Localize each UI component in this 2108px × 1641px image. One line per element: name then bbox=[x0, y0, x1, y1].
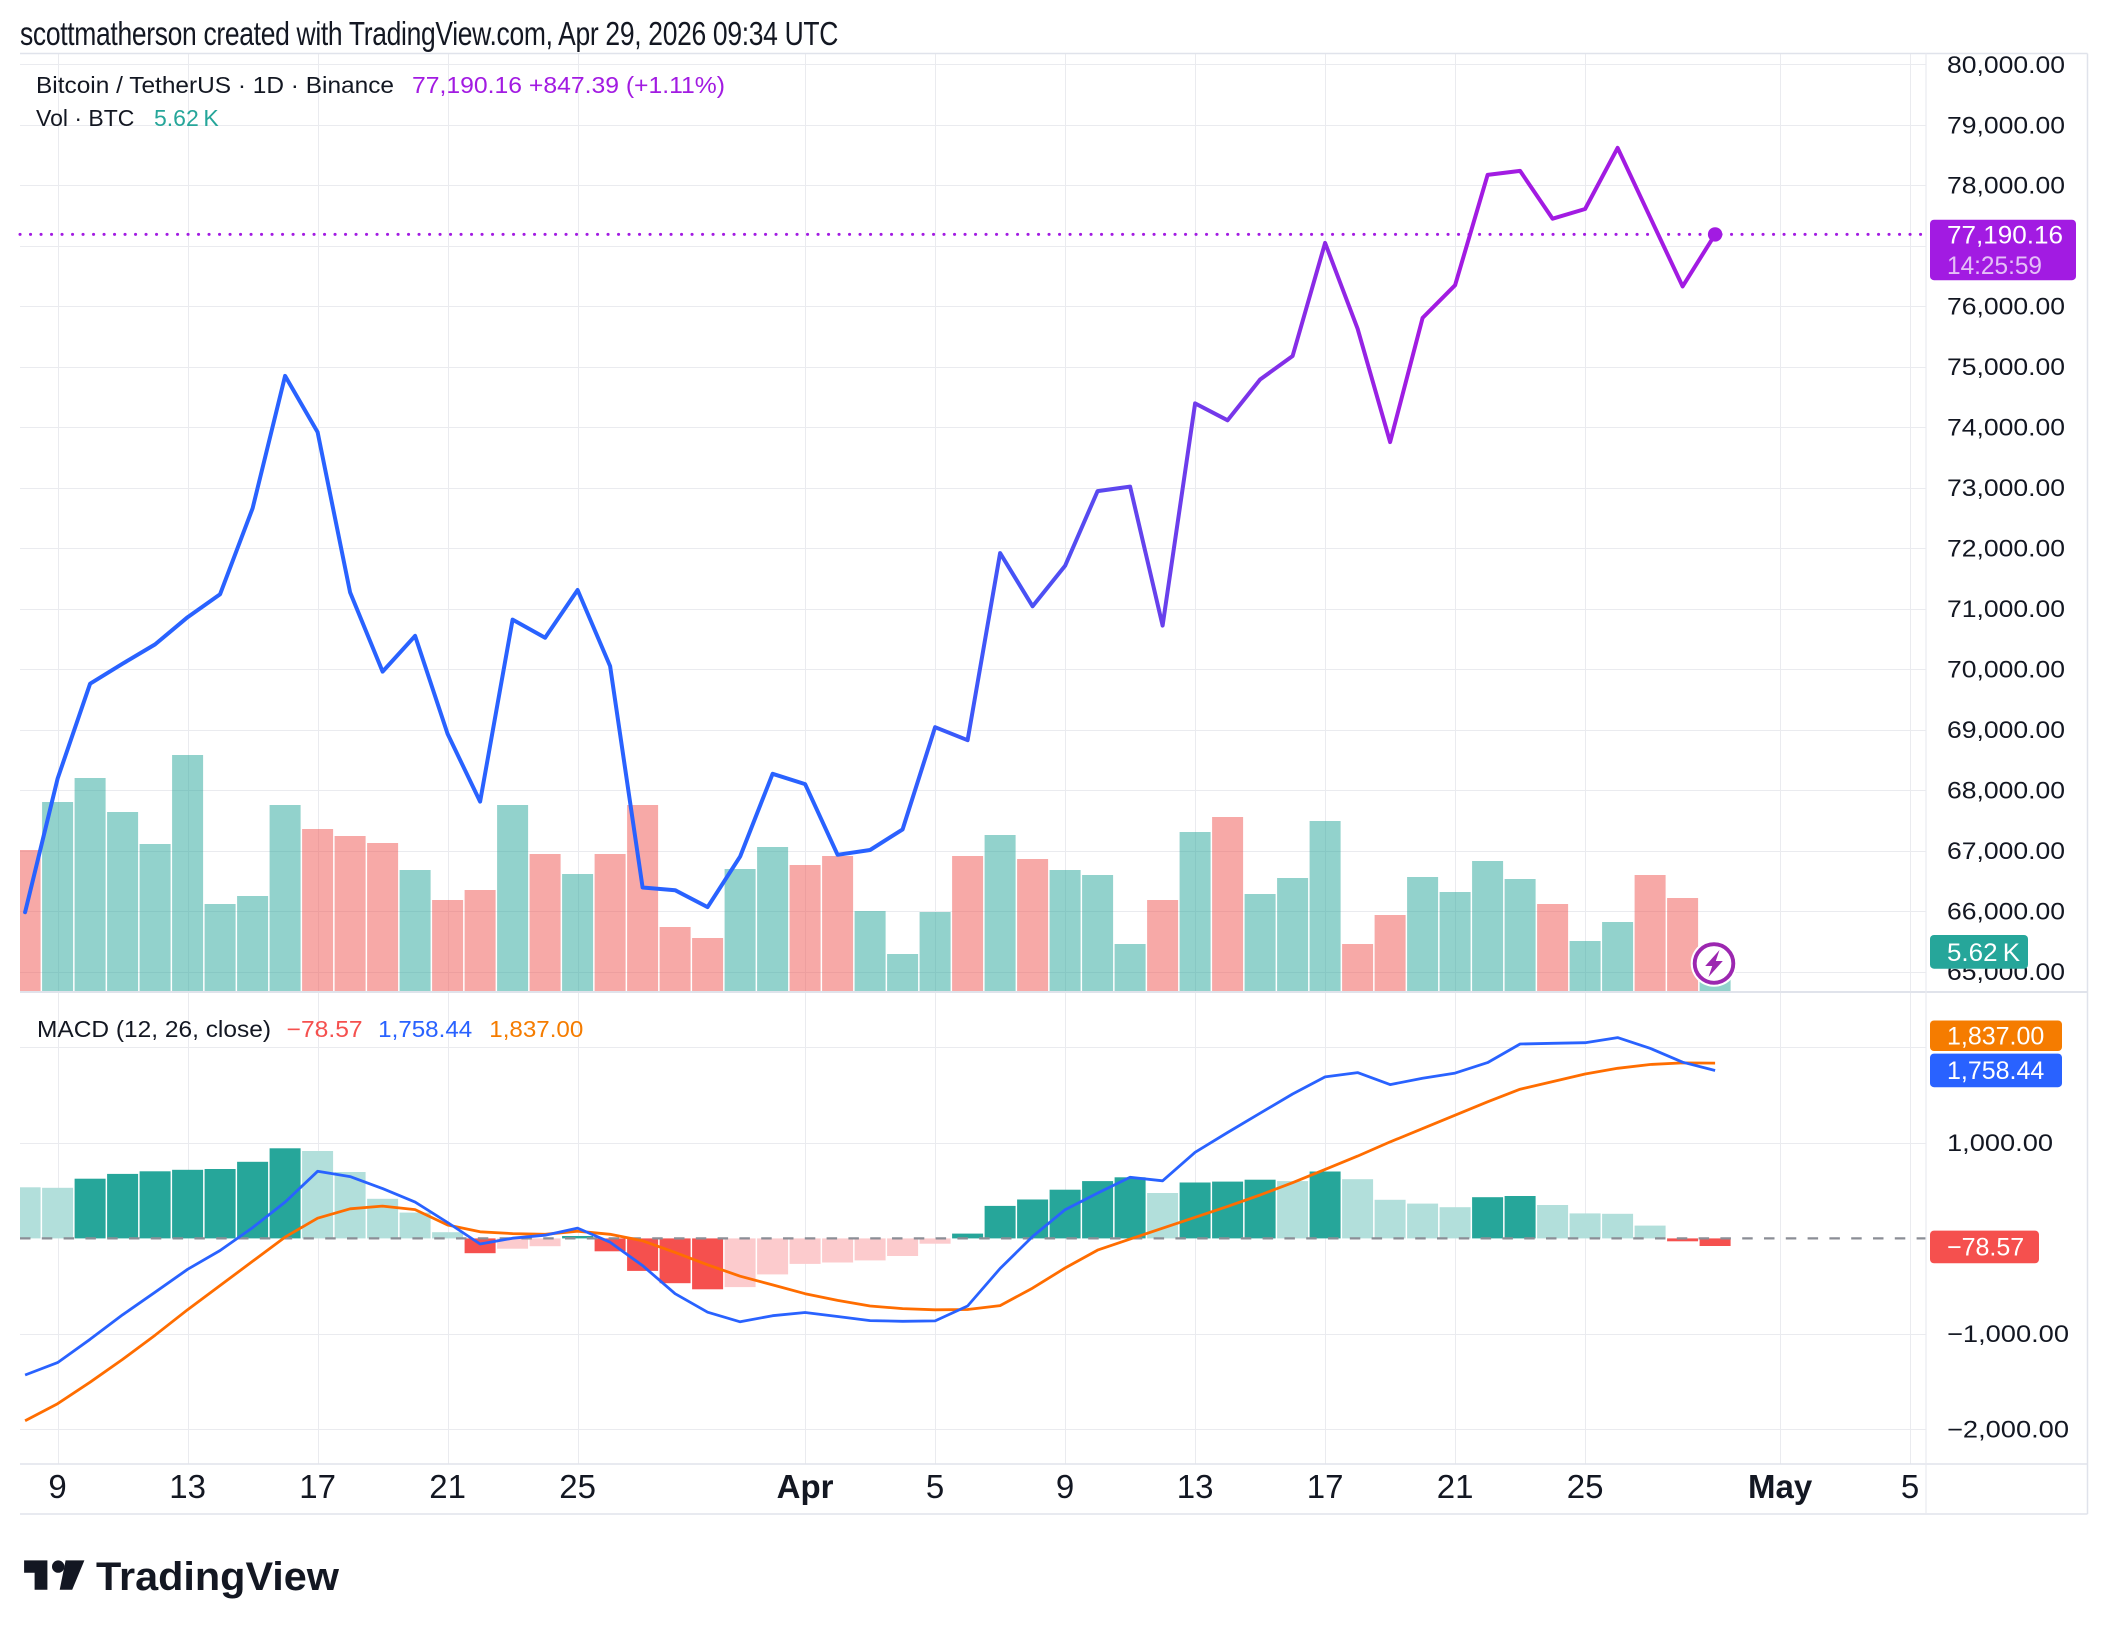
svg-text:scottmatherson created with Tr: scottmatherson created with TradingView.… bbox=[20, 15, 838, 52]
svg-text:9: 9 bbox=[48, 1468, 66, 1505]
svg-text:9: 9 bbox=[1056, 1468, 1074, 1505]
svg-text:Bitcoin / TetherUS · 1D · Bina: Bitcoin / TetherUS · 1D · Binance bbox=[36, 72, 394, 98]
svg-text:Vol · BTC: Vol · BTC bbox=[36, 105, 134, 131]
svg-text:21: 21 bbox=[429, 1468, 466, 1505]
svg-text:66,000.00: 66,000.00 bbox=[1947, 898, 2065, 925]
svg-text:14:25:59: 14:25:59 bbox=[1947, 252, 2042, 280]
svg-text:76,000.00: 76,000.00 bbox=[1947, 294, 2065, 321]
svg-text:1,758.44: 1,758.44 bbox=[378, 1016, 472, 1042]
svg-text:TradingView: TradingView bbox=[96, 1555, 340, 1599]
svg-text:77,190.16 +847.39 (+1.11%): 77,190.16 +847.39 (+1.11%) bbox=[412, 72, 725, 98]
svg-text:−1,000.00: −1,000.00 bbox=[1947, 1321, 2069, 1348]
svg-text:25: 25 bbox=[1567, 1468, 1604, 1505]
svg-text:69,000.00: 69,000.00 bbox=[1947, 717, 2065, 744]
svg-text:13: 13 bbox=[169, 1468, 206, 1505]
svg-text:21: 21 bbox=[1437, 1468, 1474, 1505]
svg-text:−78.57: −78.57 bbox=[287, 1016, 363, 1042]
svg-text:17: 17 bbox=[1307, 1468, 1344, 1505]
svg-text:71,000.00: 71,000.00 bbox=[1947, 596, 2065, 623]
svg-text:Apr: Apr bbox=[777, 1468, 834, 1505]
svg-text:77,190.16: 77,190.16 bbox=[1947, 221, 2063, 249]
svg-text:73,000.00: 73,000.00 bbox=[1947, 475, 2065, 502]
svg-text:5: 5 bbox=[1901, 1468, 1919, 1505]
svg-text:80,000.00: 80,000.00 bbox=[1947, 52, 2065, 79]
svg-text:1,000.00: 1,000.00 bbox=[1947, 1130, 2053, 1157]
svg-text:MACD (12, 26, close): MACD (12, 26, close) bbox=[37, 1016, 271, 1042]
svg-text:79,000.00: 79,000.00 bbox=[1947, 112, 2065, 139]
svg-text:74,000.00: 74,000.00 bbox=[1947, 415, 2065, 442]
svg-text:−2,000.00: −2,000.00 bbox=[1947, 1417, 2069, 1444]
svg-text:68,000.00: 68,000.00 bbox=[1947, 777, 2065, 804]
svg-text:1,837.00: 1,837.00 bbox=[489, 1016, 583, 1042]
svg-text:1,758.44: 1,758.44 bbox=[1947, 1057, 2044, 1085]
svg-text:1,837.00: 1,837.00 bbox=[1947, 1022, 2044, 1050]
svg-text:72,000.00: 72,000.00 bbox=[1947, 536, 2065, 563]
svg-text:May: May bbox=[1748, 1468, 1813, 1505]
svg-text:5.62 K: 5.62 K bbox=[1947, 939, 2020, 967]
svg-text:−78.57: −78.57 bbox=[1947, 1234, 2024, 1262]
svg-text:67,000.00: 67,000.00 bbox=[1947, 838, 2065, 865]
svg-text:17: 17 bbox=[299, 1468, 336, 1505]
svg-text:70,000.00: 70,000.00 bbox=[1947, 657, 2065, 684]
svg-text:5: 5 bbox=[926, 1468, 944, 1505]
svg-text:75,000.00: 75,000.00 bbox=[1947, 354, 2065, 381]
svg-text:13: 13 bbox=[1177, 1468, 1214, 1505]
svg-text:5.62 K: 5.62 K bbox=[154, 105, 219, 131]
svg-text:25: 25 bbox=[559, 1468, 596, 1505]
svg-text:78,000.00: 78,000.00 bbox=[1947, 173, 2065, 200]
